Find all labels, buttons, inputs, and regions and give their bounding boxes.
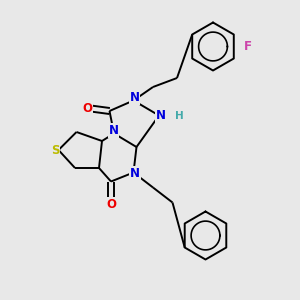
Text: N: N xyxy=(108,124,118,137)
Text: N: N xyxy=(130,167,140,180)
Text: O: O xyxy=(106,197,116,211)
Text: H: H xyxy=(175,111,183,122)
Text: N: N xyxy=(130,91,140,104)
Text: S: S xyxy=(51,143,60,157)
Text: F: F xyxy=(244,40,252,53)
Text: O: O xyxy=(82,101,92,115)
Text: N: N xyxy=(155,109,166,122)
